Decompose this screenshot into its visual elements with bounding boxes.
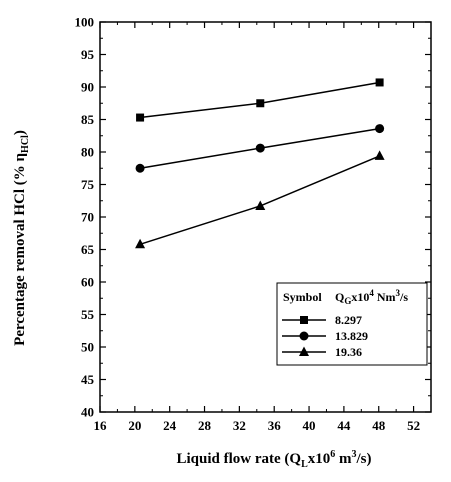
y-axis-title: Percentage removal HCl (% ηHCl) bbox=[12, 130, 31, 346]
y-tick-label: 55 bbox=[81, 307, 95, 322]
series-circle bbox=[135, 124, 385, 173]
axis-ticks: 16 20 24 28 32 36 40 44 48 52 40 45 50 55 60 65 70 75 80 85… bbox=[75, 15, 431, 433]
legend-symbol-header: Symbol bbox=[283, 290, 322, 304]
legend-marker-square bbox=[300, 316, 308, 324]
y-tick-label: 85 bbox=[81, 112, 95, 127]
x-tick-label: 32 bbox=[233, 418, 246, 433]
y-tick-label: 45 bbox=[81, 372, 95, 387]
y-tick-label: 75 bbox=[81, 177, 95, 192]
series-group bbox=[135, 78, 385, 249]
legend-label: 8.297 bbox=[335, 313, 362, 327]
data-point-triangle bbox=[135, 238, 146, 249]
data-point-square bbox=[256, 99, 265, 108]
series-square bbox=[136, 78, 384, 122]
y-tick-label: 65 bbox=[81, 242, 95, 257]
x-tick-label: 20 bbox=[128, 418, 141, 433]
y-tick-label: 40 bbox=[81, 405, 94, 420]
series-triangle bbox=[135, 150, 385, 249]
x-tick-label: 48 bbox=[372, 418, 386, 433]
data-point-circle bbox=[375, 124, 385, 134]
y-tick-label: 90 bbox=[81, 80, 94, 95]
data-point-triangle bbox=[255, 200, 266, 210]
y-tick-label: 70 bbox=[81, 210, 94, 225]
y-tick-label: 100 bbox=[75, 15, 95, 30]
y-tick-label: 50 bbox=[81, 340, 94, 355]
x-tick-label: 28 bbox=[198, 418, 212, 433]
x-axis-title: Liquid flow rate (QLx106 m3/s) bbox=[176, 449, 371, 470]
x-tick-label: 24 bbox=[163, 418, 177, 433]
x-tick-label: 52 bbox=[407, 418, 420, 433]
legend: Symbol QGx104 Nm3/s 8.297 13.829 19.36 bbox=[276, 282, 428, 366]
data-point-circle bbox=[135, 163, 145, 173]
data-point-triangle bbox=[374, 150, 385, 160]
x-tick-label: 16 bbox=[94, 418, 108, 433]
x-tick-label: 44 bbox=[337, 418, 351, 433]
x-tick-label: 36 bbox=[268, 418, 282, 433]
series-line bbox=[139, 155, 380, 246]
legend-marker-circle bbox=[299, 331, 309, 341]
legend-marker-triangle bbox=[299, 346, 309, 356]
y-tick-label: 80 bbox=[81, 145, 94, 160]
data-point-square bbox=[375, 78, 384, 87]
legend-label: 19.36 bbox=[335, 345, 362, 359]
y-tick-label: 60 bbox=[81, 275, 94, 290]
legend-value-header: QGx104 Nm3/s bbox=[335, 288, 408, 306]
x-tick-label: 40 bbox=[303, 418, 316, 433]
legend-label: 13.829 bbox=[335, 329, 368, 343]
data-point-circle bbox=[255, 143, 265, 153]
data-point-square bbox=[136, 113, 145, 122]
y-tick-label: 95 bbox=[81, 47, 95, 62]
